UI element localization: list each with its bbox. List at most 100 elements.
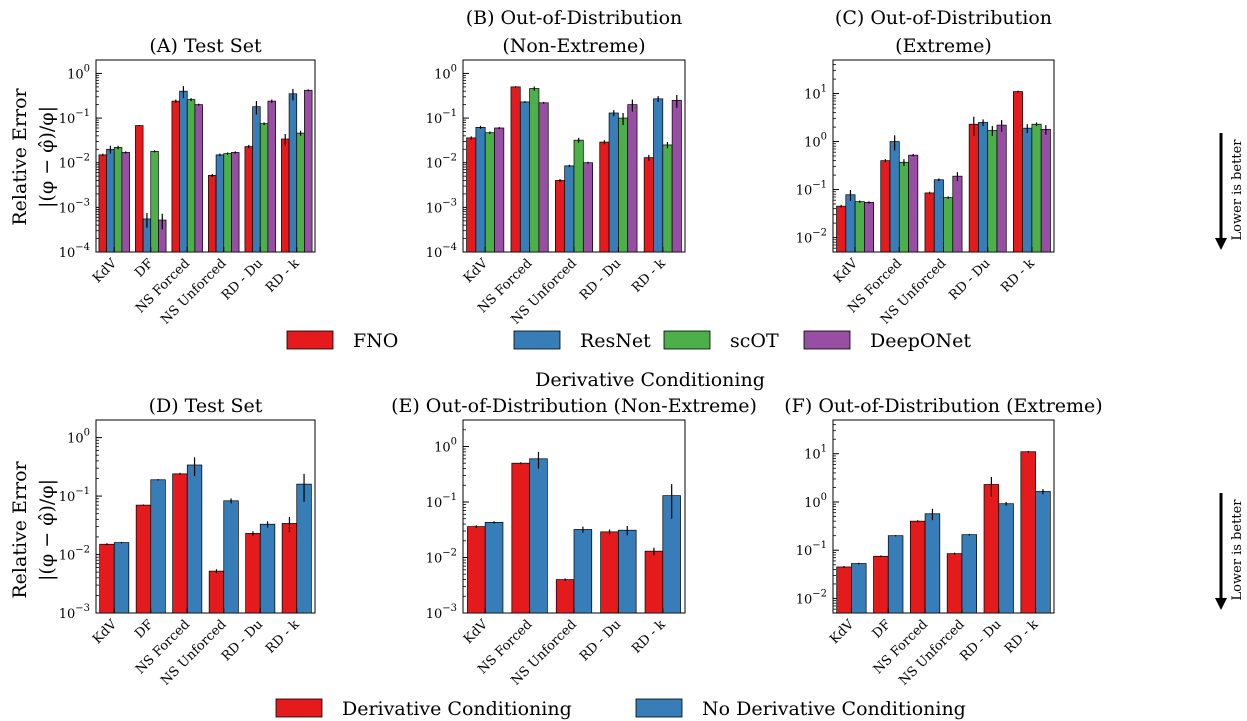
y-tick-label: 10−3 <box>426 197 457 216</box>
bar <box>494 127 505 253</box>
y-tick-label: 100 <box>67 428 90 447</box>
bar <box>887 535 904 614</box>
bar <box>186 99 196 253</box>
bar <box>150 150 159 253</box>
x-tick-label: DF <box>870 617 894 641</box>
bar <box>996 124 1007 253</box>
legend-label: ResNet <box>580 330 651 352</box>
bar <box>898 161 909 253</box>
bar <box>943 197 954 253</box>
bar <box>304 89 313 253</box>
x-tick-label: KdV <box>90 256 120 286</box>
y-tick-label: 10−1 <box>59 108 90 127</box>
legend-label: DeepONet <box>870 330 971 352</box>
panel-title: (A) Test Set <box>149 35 262 57</box>
chart-panel-2: (B) Out-of-Distribution (Non-Extreme) 10−4… <box>426 7 686 328</box>
bar <box>573 529 593 614</box>
bar <box>889 141 900 253</box>
side-note-top: Lower is better <box>1215 133 1245 250</box>
bar <box>288 93 298 253</box>
y-tick-label: 100 <box>67 63 90 82</box>
panel-title: (Non-Extreme) <box>502 35 645 57</box>
side-note-bottom: Lower is better <box>1215 493 1245 610</box>
y-tick-label: 10−2 <box>59 545 90 564</box>
x-tick-label: KdV <box>831 256 861 286</box>
panel-title: (Extreme) <box>895 35 992 57</box>
panel-title: (D) Test Set <box>149 395 263 417</box>
bar <box>538 102 549 253</box>
y-tick-label: 10−3 <box>59 197 90 216</box>
bar <box>618 117 629 253</box>
y-tick-label: 101 <box>804 84 827 103</box>
bar <box>880 160 891 253</box>
legend-swatch <box>803 330 851 350</box>
bar <box>618 529 637 614</box>
bar <box>208 570 225 614</box>
x-tick-label: DF <box>132 256 156 280</box>
y-tick-label: 10−1 <box>796 180 827 199</box>
down-arrowhead-icon <box>1215 598 1227 610</box>
bar <box>106 148 115 253</box>
bar <box>466 137 477 253</box>
x-tick-label: KdV <box>461 256 491 286</box>
bar <box>864 202 875 253</box>
y-tick-label: 10−2 <box>796 228 827 247</box>
y-tick-label: 10−2 <box>796 588 827 607</box>
bar <box>968 123 979 253</box>
y-tick-label: 10−1 <box>59 486 90 505</box>
bar <box>564 165 575 253</box>
bar <box>582 162 593 253</box>
ylabel-bottom-text: Relative Error <box>9 460 31 598</box>
y-tick-label: 10−3 <box>59 603 90 622</box>
bar <box>836 205 847 253</box>
x-tick-label: RD - k <box>1002 617 1042 657</box>
x-tick-label: RD - Du <box>946 256 993 303</box>
bar <box>924 192 935 253</box>
bar <box>194 104 203 253</box>
bar <box>845 194 856 253</box>
section-title: Derivative Conditioning <box>535 369 765 391</box>
x-tick-label: RD - k <box>629 617 669 657</box>
chart-panel-3: (C) Out-of-Distribution (Extreme) 10−2 10−1… <box>796 7 1055 328</box>
legend-swatch <box>275 698 323 718</box>
bar <box>529 458 548 614</box>
bar <box>836 566 852 614</box>
y-tick-label: 10−1 <box>426 108 457 127</box>
bar <box>245 533 261 614</box>
x-tick-label: RD - k <box>998 256 1038 296</box>
bar <box>244 146 253 253</box>
bar <box>208 175 217 253</box>
legend-swatch <box>286 330 334 350</box>
bar <box>121 152 130 253</box>
bar <box>98 154 107 253</box>
bar <box>933 179 944 253</box>
bar <box>924 513 941 614</box>
bar <box>223 500 239 614</box>
bar <box>99 543 115 614</box>
bar <box>908 154 919 253</box>
chart-panel-5: (E) Out-of-Distribution (Non-Extreme) 10−… <box>391 395 757 689</box>
bar <box>1020 451 1036 614</box>
bar <box>171 100 180 253</box>
bar <box>113 542 130 614</box>
bar <box>259 523 276 614</box>
bar <box>1012 91 1023 253</box>
bar <box>529 88 540 253</box>
x-tick-label: KdV <box>827 617 857 647</box>
x-tick-label: RD - k <box>263 617 303 657</box>
x-tick-label: RD - Du <box>577 617 624 664</box>
ylabel-top: Relative Error |(φ − φ̂)/φ| <box>9 87 58 225</box>
bar <box>1022 127 1033 253</box>
bar <box>231 152 240 253</box>
bar <box>978 122 989 253</box>
bar <box>467 526 486 614</box>
bar <box>135 504 152 614</box>
chart-panel-6: (F) Out-of-Distribution (Extreme) 10−2 10−… <box>784 395 1102 689</box>
legend-swatch <box>663 330 711 350</box>
bar <box>961 534 978 614</box>
side-note-top-text: Lower is better <box>1230 139 1245 241</box>
bar <box>643 157 654 253</box>
panel-title: (E) Out-of-Distribution (Non-Extreme) <box>391 395 757 417</box>
bar <box>851 563 867 614</box>
